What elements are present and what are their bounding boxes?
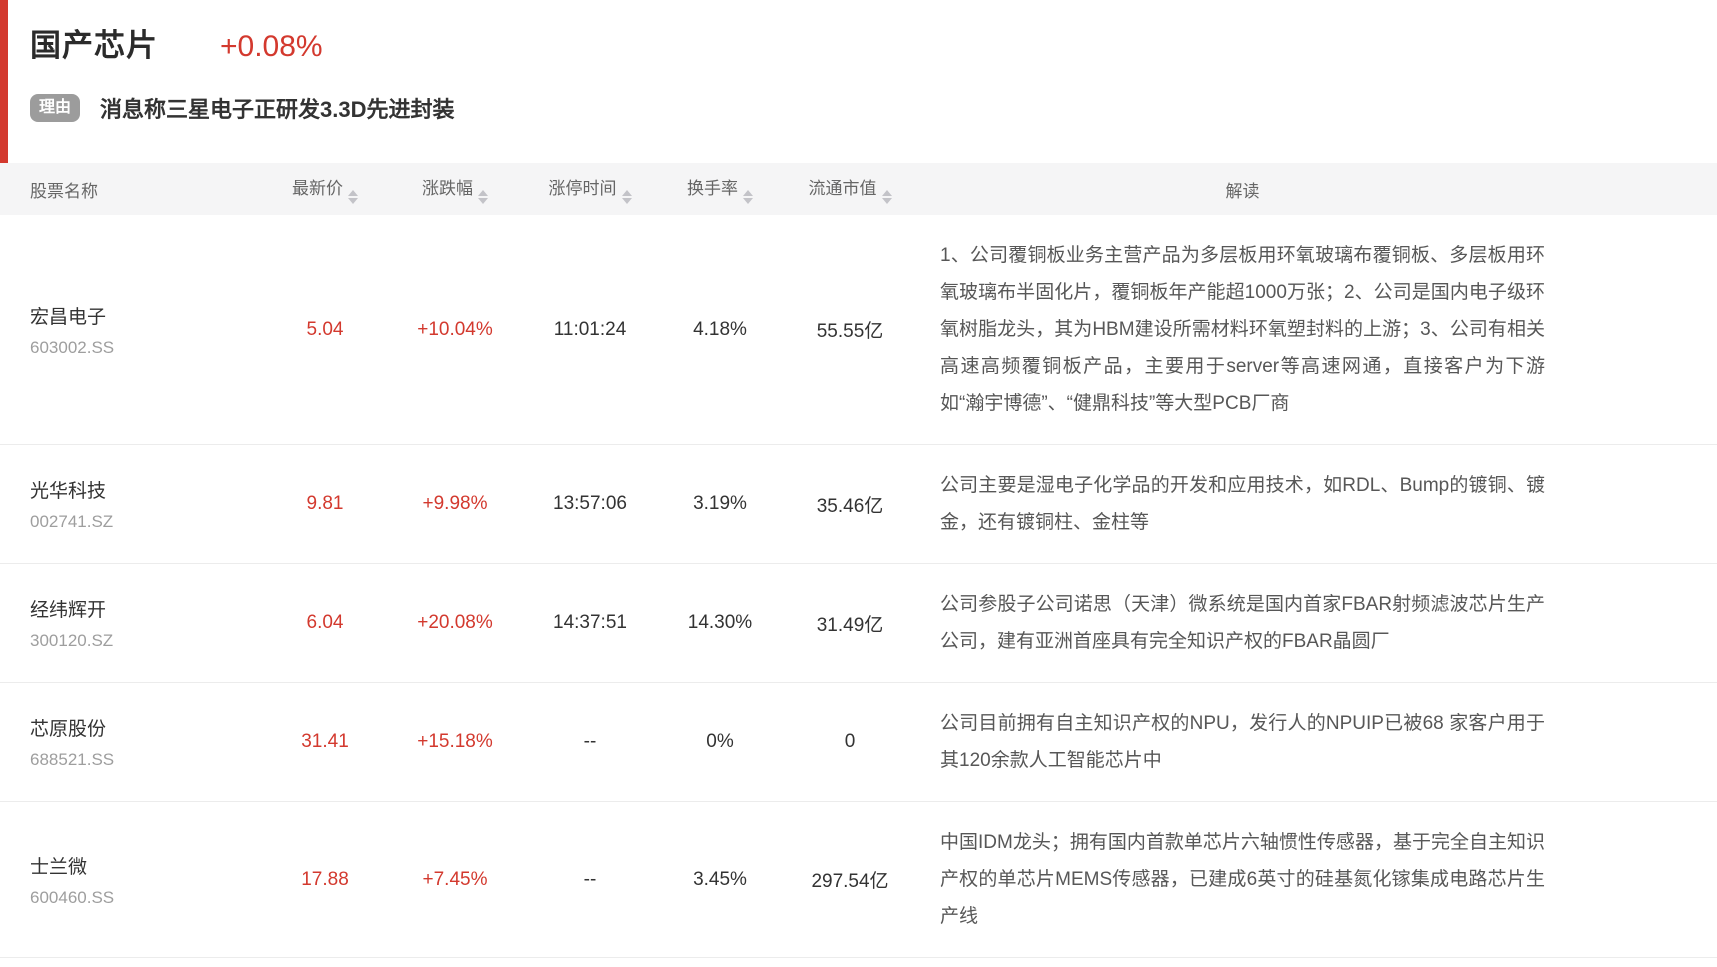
- limit-up-time: --: [583, 868, 597, 890]
- sector-title-row: 国产芯片 +0.08%: [30, 20, 1717, 65]
- market-cap: 35.46亿: [816, 495, 884, 517]
- stock-name-cell: 士兰微 600460.SS: [0, 852, 260, 908]
- turnover-rate: 3.45%: [693, 868, 747, 890]
- change-percent: +9.98%: [422, 493, 488, 514]
- market-cap: 55.55亿: [816, 321, 884, 342]
- turnover-rate: 14.30%: [687, 612, 753, 633]
- column-header-price-sort[interactable]: 最新价: [260, 174, 390, 204]
- reason-row: 理由 消息称三星电子正研发3.3D先进封装: [30, 92, 1717, 124]
- table-row-hongchang[interactable]: 宏昌电子 603002.SS 5.04 +10.04% 11:01:24 4.1…: [0, 215, 1717, 444]
- analysis-text: 公司目前拥有自主知识产权的NPU，发行人的NPUIP已被68 家客户用于其120…: [940, 713, 1545, 771]
- column-label: 股票名称: [30, 181, 98, 201]
- table-row-jingweihuikai[interactable]: 经纬辉开 300120.SZ 6.04 +20.08% 14:37:51 14.…: [0, 563, 1717, 682]
- stock-name-cell: 经纬辉开 300120.SZ: [0, 595, 260, 651]
- latest-price: 31.41: [301, 731, 349, 752]
- change-percent: +20.08%: [417, 612, 493, 633]
- column-label: 涨停时间: [548, 179, 617, 198]
- latest-price: 5.04: [306, 318, 344, 340]
- sort-arrows-icon: [621, 190, 632, 204]
- change-percent: +7.45%: [422, 868, 488, 890]
- stock-code: 300120.SZ: [30, 631, 114, 650]
- column-label: 流通市值: [808, 179, 877, 198]
- sort-arrows-icon: [348, 190, 358, 204]
- stock-code: 002741.SZ: [30, 512, 114, 531]
- stock-code: 603002.SS: [30, 337, 115, 357]
- table-row-guanghua[interactable]: 光华科技 002741.SZ 9.81 +9.98% 13:57:06 3.19…: [0, 444, 1717, 563]
- sector-header: 国产芯片 +0.08% 理由 消息称三星电子正研发3.3D先进封装: [0, 0, 1717, 163]
- limit-up-time: 14:37:51: [553, 612, 627, 633]
- sort-arrows-icon: [478, 190, 488, 204]
- turnover-rate: 3.19%: [693, 493, 747, 514]
- limit-up-time: --: [583, 731, 597, 752]
- sort-arrows-icon: [743, 190, 753, 204]
- reason-text: 消息称三星电子正研发3.3D先进封装: [100, 97, 455, 122]
- stock-name[interactable]: 光华科技: [30, 481, 107, 502]
- change-percent: +15.18%: [417, 731, 493, 752]
- latest-price: 6.04: [306, 612, 344, 633]
- column-label: 最新价: [292, 179, 343, 198]
- turnover-rate: 0%: [706, 731, 734, 752]
- latest-price: 9.81: [306, 493, 344, 514]
- limit-up-time: 13:57:06: [553, 493, 627, 514]
- latest-price: 17.88: [301, 868, 349, 890]
- market-cap: 31.49亿: [816, 614, 884, 636]
- column-header-stock-name: 股票名称: [0, 177, 260, 202]
- sector-name: 国产芯片: [30, 28, 158, 63]
- limit-up-time: 11:01:24: [553, 318, 627, 340]
- market-cap: 297.54亿: [811, 871, 889, 892]
- stock-code: 600460.SS: [30, 887, 115, 907]
- column-label: 涨跌幅: [422, 179, 473, 198]
- table-row-silanwei[interactable]: 士兰微 600460.SS 17.88 +7.45% -- 3.45% 297.…: [0, 801, 1717, 957]
- stock-name[interactable]: 芯原股份: [30, 719, 107, 740]
- stock-name[interactable]: 经纬辉开: [30, 600, 107, 621]
- table-row-xinyuan[interactable]: 芯原股份 688521.SS 31.41 +15.18% -- 0% 0 公司目…: [0, 682, 1717, 801]
- stock-name[interactable]: 宏昌电子: [30, 306, 107, 328]
- column-header-limit-time-sort[interactable]: 涨停时间: [520, 174, 660, 204]
- column-label: 解读: [1225, 181, 1260, 201]
- column-label: 换手率: [687, 179, 738, 198]
- sector-accent-bar: [0, 0, 8, 163]
- analysis-text: 公司参股子公司诺思（天津）微系统是国内首家FBAR射频滤波芯片生产公司，建有亚洲…: [940, 594, 1545, 652]
- analysis-text: 公司主要是湿电子化学品的开发和应用技术，如RDL、Bump的镀铜、镀金，还有镀铜…: [940, 475, 1545, 533]
- turnover-rate: 4.18%: [693, 318, 747, 340]
- analysis-text: 1、公司覆铜板业务主营产品为多层板用环氧玻璃布覆铜板、多层板用环氧玻璃布半固化片…: [940, 245, 1545, 414]
- column-header-analysis: 解读: [920, 177, 1717, 202]
- reason-tag: 理由: [30, 94, 81, 122]
- stock-name-cell: 芯原股份 688521.SS: [0, 714, 260, 770]
- column-header-change-sort[interactable]: 涨跌幅: [390, 174, 520, 204]
- column-header-turnover-sort[interactable]: 换手率: [660, 174, 780, 204]
- sector-change-percent: +0.08%: [220, 30, 323, 63]
- change-percent: +10.04%: [417, 318, 493, 340]
- column-header-market-cap-sort[interactable]: 流通市值: [780, 174, 920, 204]
- stock-table: 股票名称 最新价 涨跌幅 涨停时间 换手率 流通市值 解读 宏昌电子: [0, 163, 1717, 958]
- table-header-row: 股票名称 最新价 涨跌幅 涨停时间 换手率 流通市值 解读: [0, 163, 1717, 215]
- stock-name-cell: 光华科技 002741.SZ: [0, 476, 260, 532]
- sort-arrows-icon: [881, 190, 892, 204]
- stock-name-cell: 宏昌电子 603002.SS: [0, 302, 260, 358]
- market-cap: 0: [844, 731, 856, 752]
- analysis-text: 中国IDM龙头；拥有国内首款单芯片六轴惯性传感器，基于完全自主知识产权的单芯片M…: [940, 832, 1545, 927]
- stock-code: 688521.SS: [30, 750, 115, 769]
- stock-name[interactable]: 士兰微: [30, 856, 88, 878]
